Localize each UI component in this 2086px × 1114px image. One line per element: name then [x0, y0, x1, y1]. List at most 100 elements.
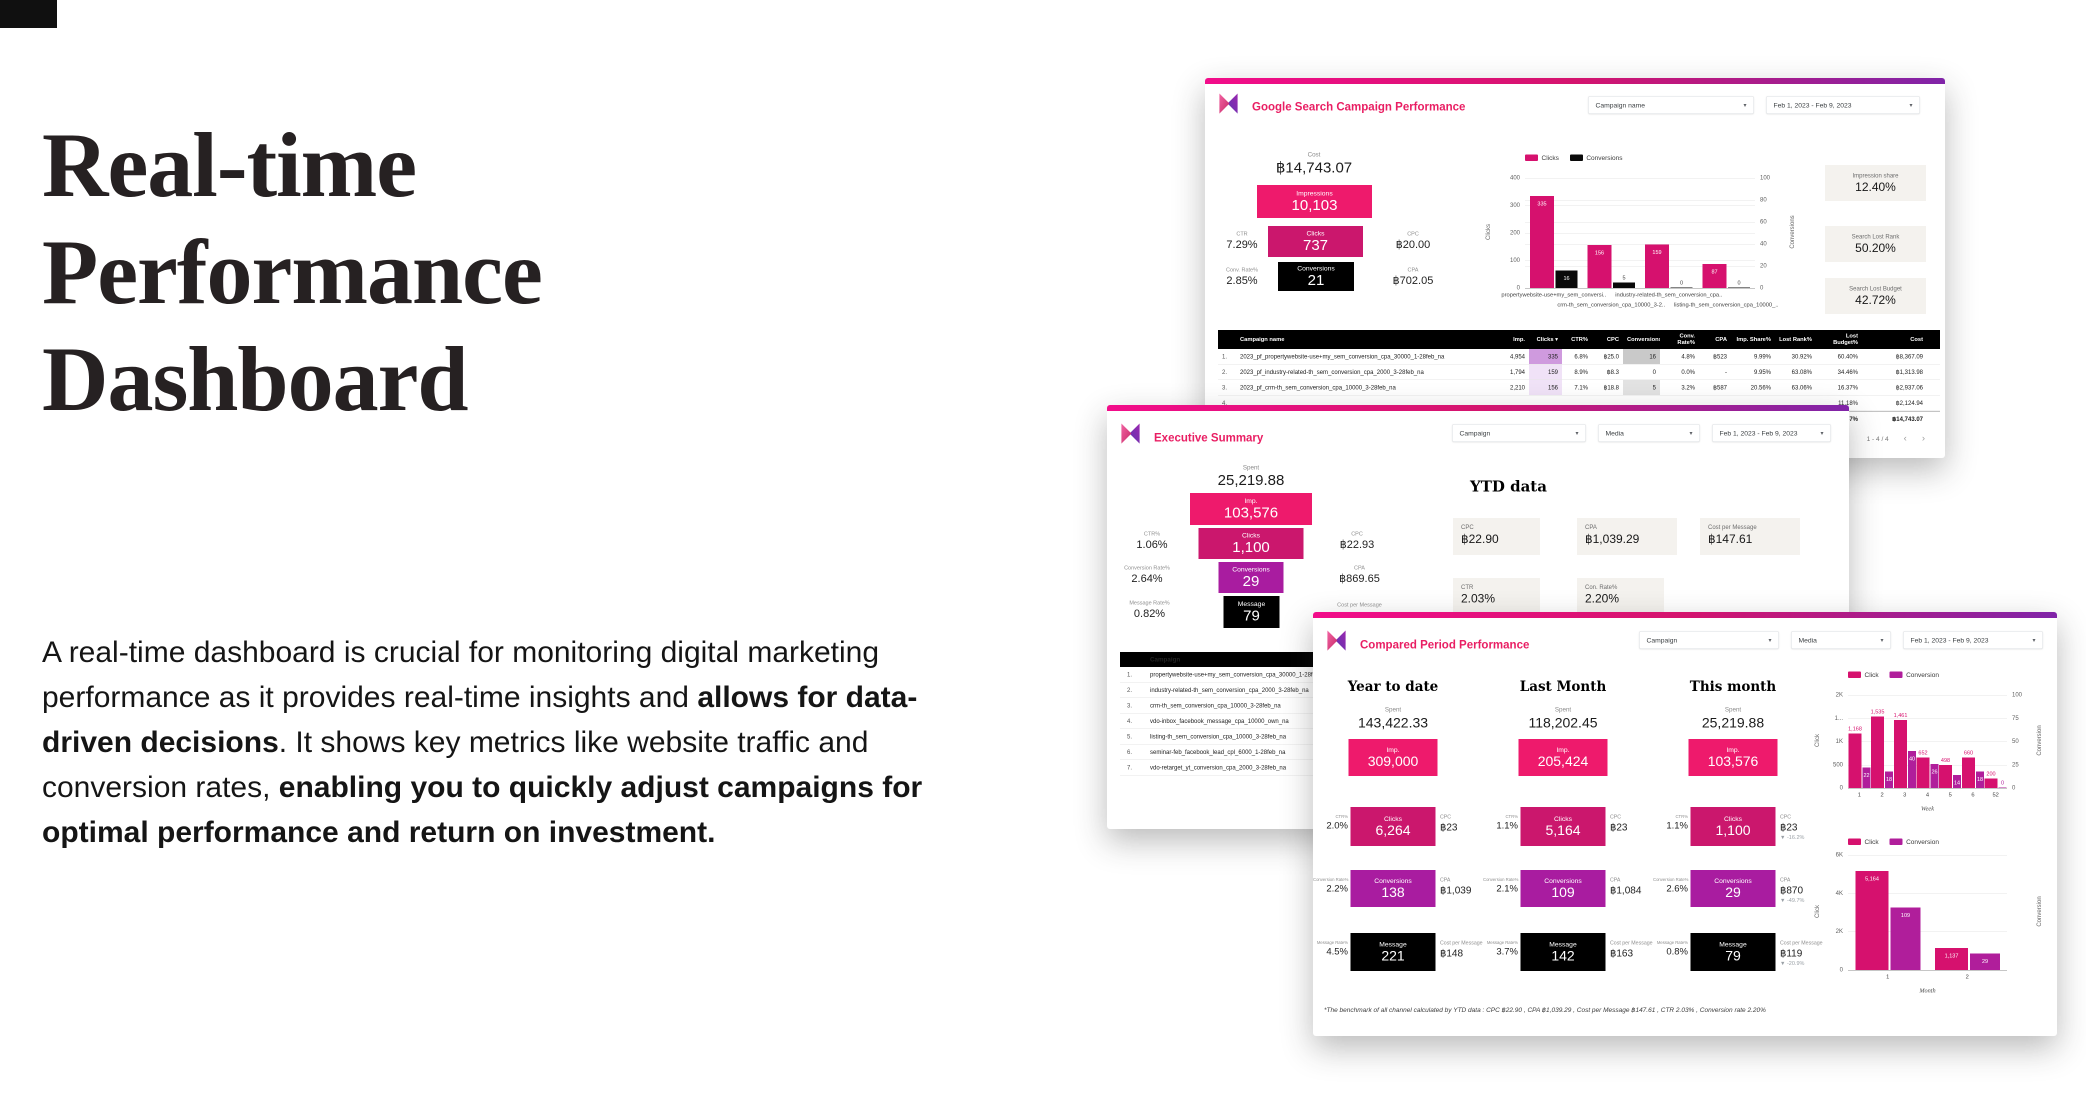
metric-label: Conv. Rate% — [1226, 267, 1258, 273]
metric-value: 1,100 — [1715, 822, 1751, 838]
bar — [1953, 775, 1961, 788]
cpa-metric: CPA ฿869.65 — [1322, 565, 1397, 585]
campaign-dropdown[interactable]: Campaign ▾ — [1639, 631, 1779, 649]
chevron-down-icon: ▾ — [1743, 101, 1747, 109]
conversions-box: Conversions 109 — [1520, 870, 1606, 907]
bar — [1728, 287, 1750, 288]
message-box: Message 142 — [1520, 933, 1606, 971]
metric-label: Cost per Message — [1708, 523, 1757, 531]
dashboard-title: Compared Period Performance — [1360, 638, 1530, 651]
metric-value: ฿1,039 — [1440, 885, 1472, 896]
ytd-cpa-card: CPA ฿1,039.29 — [1577, 518, 1677, 555]
period-title: Year to date — [1347, 679, 1439, 695]
cpa-metric: CPA ฿1,039 — [1440, 877, 1495, 897]
table-row: 5. listing-th_sem_conversion_cpa_10000_3-… — [1120, 729, 1504, 745]
dashboard-google-search-campaign: Google Search Campaign Performance Campa… — [1205, 78, 1945, 458]
metric-label: Conversions — [1374, 876, 1412, 885]
date-range-dropdown[interactable]: Feb 1, 2023 - Feb 9, 2023 ▾ — [1712, 424, 1831, 442]
table-row: 4. vdo-inbox_facebook_message_cpa_10000_o… — [1120, 714, 1504, 729]
impression-share-scorecard: Impression share 12.40% — [1825, 165, 1926, 201]
spent-metric: Spent 25,219.88 — [1176, 464, 1326, 489]
metric-label: Spent — [1724, 706, 1742, 713]
delta-badge: ▼ -20.9% — [1780, 960, 1805, 967]
metric-value: 3.7% — [1496, 946, 1518, 958]
brand-logo-icon — [1121, 423, 1140, 444]
clicks-box: Clicks 6,264 — [1350, 807, 1436, 846]
message-box: Message 79 — [1223, 596, 1280, 628]
metric-label: CPA — [1780, 877, 1791, 883]
page-prev-icon[interactable]: ‹ — [1903, 433, 1907, 444]
bar — [1894, 720, 1907, 788]
metric-value: ฿148 — [1440, 948, 1464, 959]
metric-label: Message — [1719, 940, 1747, 948]
metric-label: Cost per Message — [1610, 940, 1653, 946]
delta-badge: ▼ -49.7% — [1780, 897, 1805, 904]
metric-value: 1,100 — [1232, 538, 1270, 556]
page-next-icon[interactable]: › — [1921, 433, 1925, 444]
metric-value: 25,219.88 — [1701, 715, 1765, 731]
bar — [1587, 245, 1612, 288]
metric-value: 21 — [1307, 271, 1325, 289]
table-row: 3. crm-th_sem_conversion_cpa_10000_3-28fe… — [1120, 698, 1504, 714]
metric-value: 309,000 — [1367, 753, 1419, 769]
bar — [1962, 757, 1975, 788]
metric-label: Impression share — [1852, 171, 1899, 179]
legend-swatch — [1525, 154, 1538, 161]
ytd-con-rate-card: Con. Rate% 2.20% — [1577, 578, 1664, 615]
chart-legend: Click Conversion — [1848, 838, 1939, 846]
metric-label: Conversions — [1232, 565, 1270, 573]
cpc-metric: CPC ฿22.93 — [1322, 531, 1392, 551]
metric-label: Imp. — [1726, 745, 1740, 754]
metric-value: 1.06% — [1136, 538, 1168, 551]
metric-label: Spent — [1554, 706, 1572, 713]
metric-label: CPA — [1585, 523, 1597, 531]
chart-plot: 5,164 1,137 109 29 — [1848, 855, 2007, 971]
cpa-metric: CPA ฿1,084 — [1610, 877, 1665, 897]
cpc-metric: CPC ฿23 ▼ -16.2% — [1780, 814, 1835, 841]
metric-label: Search Lost Budget — [1849, 284, 1902, 292]
table-row: 2. 2023_pf_industry-related-th_sem_conver… — [1218, 364, 1940, 381]
metric-value: 142 — [1551, 947, 1575, 964]
gradient-topbar — [1313, 612, 2057, 618]
cpa-metric: CPA ฿702.05 — [1378, 267, 1448, 287]
metric-value: ฿869.65 — [1339, 572, 1380, 585]
metric-value: 2.64% — [1131, 572, 1163, 585]
metric-label: Conversion Rate% — [1653, 877, 1689, 882]
metric-value: ฿702.05 — [1392, 274, 1434, 287]
metric-value: 221 — [1381, 947, 1405, 964]
legend-swatch — [1569, 154, 1583, 161]
date-range-dropdown[interactable]: Feb 1, 2023 - Feb 9, 2023 ▾ — [1903, 631, 2043, 649]
campaign-dropdown[interactable]: Campaign ▾ — [1452, 424, 1586, 442]
axis-title: Clicks — [1484, 224, 1492, 240]
dropdown-label: Media — [1798, 636, 1817, 644]
metric-value: ฿22.90 — [1461, 532, 1499, 547]
table-row: 6. seminar-feb_facebook_lead_cpl_6000_1-2… — [1120, 745, 1504, 760]
impressions-box: Imp. 103,576 — [1190, 493, 1312, 525]
axis-title: Conversions — [1788, 215, 1796, 249]
conversion-rate-metric: Conversion Rate% 2.6% — [1653, 877, 1688, 895]
metric-label: Message — [1549, 940, 1577, 948]
conversions-box: Conversions 29 — [1218, 562, 1284, 593]
campaign-name-dropdown[interactable]: Campaign name ▾ — [1588, 96, 1754, 114]
clicks-box: Clicks 737 — [1268, 226, 1363, 257]
metric-value: ฿20.00 — [1395, 238, 1431, 251]
cost-per-message-metric: Cost per Message ฿148 — [1440, 940, 1495, 960]
media-dropdown[interactable]: Media ▾ — [1598, 424, 1700, 442]
brand-logo-icon — [1219, 93, 1238, 114]
metric-value: 103,576 — [1707, 753, 1759, 769]
metric-label: Message Rate% — [1656, 940, 1688, 945]
media-dropdown[interactable]: Media ▾ — [1791, 631, 1891, 649]
message-rate-metric: Message Rate% 0.82% — [1112, 600, 1187, 620]
metric-value: ฿22.93 — [1339, 538, 1375, 551]
metric-label: Imp. — [1244, 496, 1258, 505]
bar — [1670, 287, 1693, 288]
cost-per-message-metric: Cost per Message ฿119 ▼ -20.9% — [1780, 940, 1835, 967]
metric-value: 10,103 — [1291, 196, 1338, 214]
dashboard-compared-period: Compared Period Performance Campaign ▾ M… — [1313, 612, 2057, 1036]
date-range-dropdown[interactable]: Feb 1, 2023 - Feb 9, 2023 ▾ — [1766, 96, 1920, 114]
metric-label: Message Rate% — [1316, 940, 1348, 945]
bar — [1645, 244, 1669, 288]
cost-per-message-metric: Cost per Message — [1317, 602, 1402, 608]
brand-logo-icon — [1327, 630, 1346, 651]
dropdown-label: Campaign — [1459, 429, 1491, 437]
